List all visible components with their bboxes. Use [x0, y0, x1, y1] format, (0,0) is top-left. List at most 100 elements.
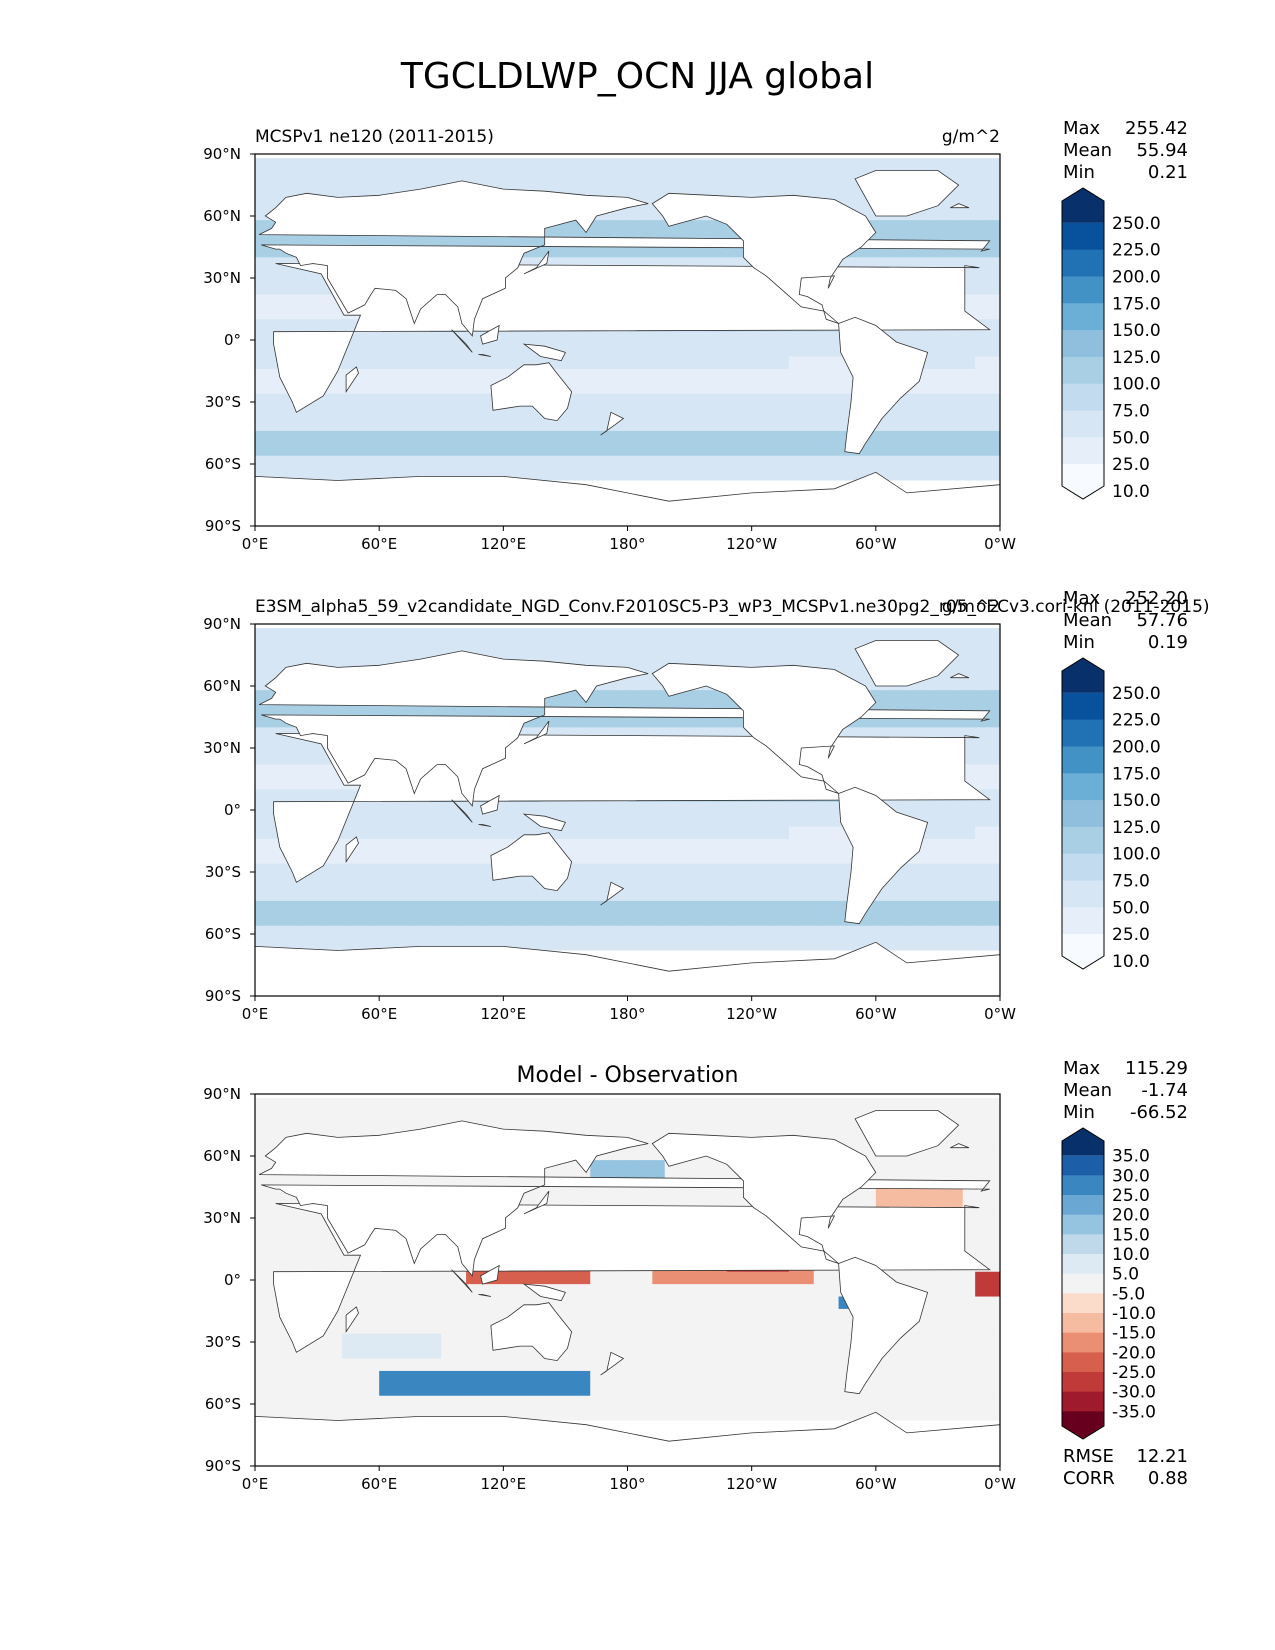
field-cell	[615, 1184, 629, 1198]
land-polygon	[345, 366, 359, 394]
field-cell	[304, 876, 318, 890]
field-cell	[962, 443, 976, 457]
field-cell	[851, 665, 865, 679]
field-cell	[267, 1246, 281, 1260]
field-cell	[652, 480, 666, 494]
field-cell	[838, 925, 852, 939]
field-cell	[975, 344, 989, 358]
stat-value: 0.19	[1148, 632, 1188, 653]
field-cell	[528, 938, 542, 952]
field-cell	[615, 207, 629, 221]
field-cell	[590, 1284, 604, 1298]
colorbar-swatch	[1062, 249, 1104, 277]
field-cell	[975, 690, 989, 704]
field-cell	[279, 182, 293, 196]
field-cell	[304, 158, 318, 172]
field-cell	[366, 1284, 380, 1298]
field-cell	[627, 406, 641, 420]
field-cell	[689, 331, 703, 345]
field-cell	[503, 826, 517, 840]
x-tick-label: 120°W	[726, 535, 777, 553]
field-cell	[652, 1296, 666, 1310]
field-cell	[739, 393, 753, 407]
field-cell	[776, 368, 790, 382]
field-cell	[428, 628, 442, 642]
field-cell	[739, 443, 753, 457]
field-cell	[304, 282, 318, 296]
field-cell	[292, 1172, 306, 1186]
y-tick-label: 60°S	[205, 455, 241, 473]
field-cell	[664, 851, 678, 865]
field-cell	[478, 814, 492, 828]
y-tick-label: 30°S	[205, 863, 241, 881]
field-cell	[391, 640, 405, 654]
field-cell	[515, 1271, 529, 1285]
field-cell	[391, 1284, 405, 1298]
map-panel-test: 0°E 60°E 120°E 180° 120°W 60°W 0°W90°N60°N30°N…	[203, 118, 1188, 553]
field-cell	[602, 356, 616, 370]
field-cell	[590, 344, 604, 358]
field-cell	[255, 331, 269, 345]
field-cell	[677, 925, 691, 939]
field-cell	[739, 356, 753, 370]
field-cell	[751, 628, 765, 642]
field-cell	[490, 1296, 504, 1310]
field-cell	[788, 628, 802, 642]
field-cell	[428, 418, 442, 432]
field-cell	[950, 838, 964, 852]
field-cell	[590, 826, 604, 840]
field-cell	[801, 381, 815, 395]
field-cell	[354, 1346, 368, 1360]
field-cell	[702, 244, 716, 258]
field-cell	[553, 170, 567, 184]
field-cell	[925, 677, 939, 691]
field-cell	[341, 356, 355, 370]
field-cell	[962, 652, 976, 666]
field-cell	[317, 876, 331, 890]
field-cell	[341, 430, 355, 444]
field-cell	[317, 1110, 331, 1124]
field-cell	[255, 1246, 269, 1260]
field-cell	[788, 393, 802, 407]
field-cell	[255, 764, 269, 778]
field-cell	[565, 814, 579, 828]
field-cell	[553, 925, 567, 939]
field-cell	[776, 1296, 790, 1310]
field-cell	[937, 801, 951, 815]
field-cell	[702, 814, 716, 828]
field-cell	[764, 158, 778, 172]
field-cell	[292, 158, 306, 172]
colorbar-swatch	[1062, 437, 1104, 465]
field-cell	[466, 851, 480, 865]
field-cell	[354, 158, 368, 172]
field-cell	[838, 455, 852, 469]
field-cell	[751, 1284, 765, 1298]
field-cell	[304, 1110, 318, 1124]
field-cell	[702, 900, 716, 914]
field-cell	[900, 925, 914, 939]
field-cell	[677, 158, 691, 172]
field-cell	[639, 1110, 653, 1124]
field-cell	[602, 1110, 616, 1124]
field-cell	[925, 1296, 939, 1310]
field-cell	[813, 443, 827, 457]
field-cell	[317, 158, 331, 172]
field-cell	[602, 331, 616, 345]
field-cell	[937, 1321, 951, 1335]
field-cell	[317, 1122, 331, 1136]
field-cell	[416, 158, 430, 172]
field-cell	[602, 1122, 616, 1136]
field-cell	[565, 1160, 579, 1174]
field-cell	[813, 418, 827, 432]
field-cell	[987, 1259, 1000, 1273]
field-cell	[428, 356, 442, 370]
field-cell	[639, 468, 653, 482]
field-cell	[788, 1284, 802, 1298]
field-cell	[900, 430, 914, 444]
field-cell	[428, 344, 442, 358]
field-cell	[255, 1333, 269, 1347]
field-cell	[677, 863, 691, 877]
field-cell	[764, 1122, 778, 1136]
field-cell	[702, 1110, 716, 1124]
field-cell	[776, 158, 790, 172]
